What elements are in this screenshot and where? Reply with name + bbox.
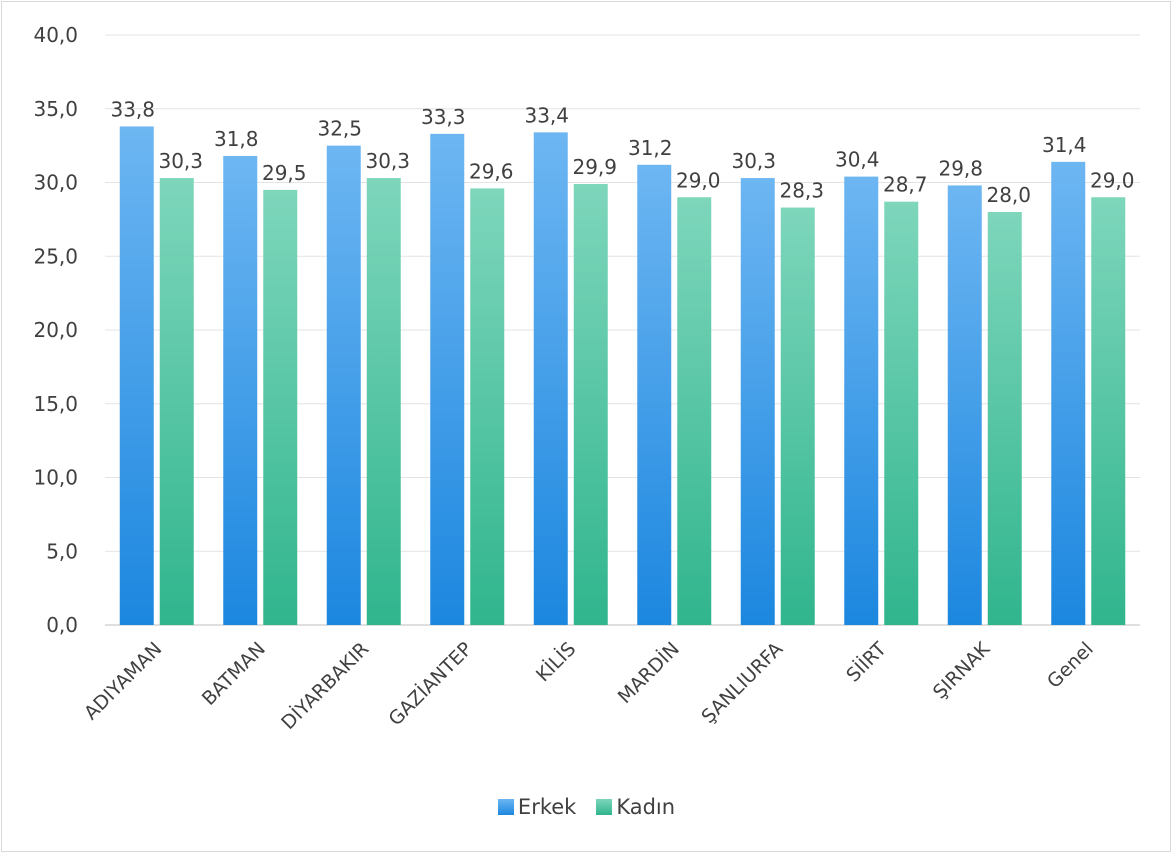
bar-erkek[interactable] bbox=[637, 164, 672, 626]
x-category-label: ADIYAMAN bbox=[80, 638, 166, 724]
data-label-kadin: 28,0 bbox=[986, 183, 1031, 207]
data-label-kadin: 30,3 bbox=[158, 149, 203, 173]
data-label-kadin: 28,7 bbox=[883, 173, 928, 197]
y-tick-label: 0,0 bbox=[46, 613, 78, 637]
data-label-erkek: 29,8 bbox=[938, 156, 983, 180]
y-tick-label: 10,0 bbox=[33, 466, 78, 490]
x-category-label: BATMAN bbox=[198, 638, 270, 710]
x-category-label: KİLİS bbox=[531, 637, 580, 686]
y-tick-label: 30,0 bbox=[33, 171, 78, 195]
bar-erkek[interactable] bbox=[1051, 161, 1086, 625]
legend-label-kadin: Kadın bbox=[616, 795, 676, 819]
bar-kadin[interactable] bbox=[987, 212, 1022, 625]
bar-kadin[interactable] bbox=[366, 178, 401, 625]
data-label-kadin: 30,3 bbox=[365, 149, 410, 173]
y-tick-label: 20,0 bbox=[33, 318, 78, 342]
data-label-kadin: 29,9 bbox=[572, 155, 617, 179]
x-category-label: MARDİN bbox=[613, 637, 684, 708]
data-label-erkek: 32,5 bbox=[317, 117, 362, 141]
bar-erkek[interactable] bbox=[430, 133, 465, 625]
bar-kadin[interactable] bbox=[159, 178, 194, 625]
x-category-label: ŞANLIURFA bbox=[697, 638, 787, 728]
y-tick-label: 35,0 bbox=[33, 97, 78, 121]
bar-kadin[interactable] bbox=[677, 197, 712, 625]
y-tick-label: 25,0 bbox=[33, 244, 78, 268]
bar-kadin[interactable] bbox=[884, 201, 919, 626]
x-category-label: GAZİANTEP bbox=[384, 637, 477, 730]
data-label-kadin: 29,5 bbox=[262, 161, 307, 185]
bar-kadin[interactable] bbox=[780, 207, 815, 625]
data-label-kadin: 29,0 bbox=[1090, 168, 1135, 192]
x-category-label: SİİRT bbox=[841, 637, 891, 687]
data-label-erkek: 33,8 bbox=[110, 97, 155, 121]
data-label-erkek: 30,3 bbox=[731, 149, 776, 173]
bar-erkek[interactable] bbox=[740, 178, 775, 625]
data-label-erkek: 33,3 bbox=[421, 105, 466, 129]
bar-kadin[interactable] bbox=[470, 188, 505, 625]
bar-erkek[interactable] bbox=[844, 176, 879, 625]
x-category-label: DİYARBAKIR bbox=[277, 637, 374, 734]
bar-kadin[interactable] bbox=[263, 189, 298, 625]
legend-swatch-kadin bbox=[596, 799, 613, 815]
bar-erkek[interactable] bbox=[533, 132, 568, 625]
data-label-erkek: 31,2 bbox=[628, 136, 673, 160]
data-label-erkek: 33,4 bbox=[524, 103, 569, 127]
y-tick-label: 5,0 bbox=[46, 539, 78, 563]
bar-kadin[interactable] bbox=[1091, 197, 1126, 625]
y-tick-label: 15,0 bbox=[33, 392, 78, 416]
data-label-kadin: 28,3 bbox=[779, 179, 824, 203]
data-label-erkek: 30,4 bbox=[835, 148, 880, 172]
x-category-label: Genel bbox=[1043, 638, 1098, 693]
bar-erkek[interactable] bbox=[326, 145, 361, 625]
legend-swatch-erkek bbox=[497, 799, 514, 815]
legend-item-erkek[interactable]: Erkek bbox=[497, 795, 577, 819]
gridlines bbox=[105, 34, 1140, 626]
x-axis: ADIYAMAN BATMAN DİYARBAKIR GAZİANTEP KİLİS MA… bbox=[80, 637, 1098, 734]
legend-item-kadin[interactable]: Kadın bbox=[596, 795, 675, 819]
x-category-label: ŞIRNAK bbox=[929, 638, 995, 704]
y-axis: 0,0 5,0 10,0 15,0 20,0 25,0 30,0 35,0 40,0 bbox=[33, 23, 78, 637]
bars bbox=[119, 126, 1126, 626]
bar-erkek[interactable] bbox=[223, 155, 258, 625]
data-label-erkek: 31,8 bbox=[214, 127, 259, 151]
legend-label-erkek: Erkek bbox=[517, 795, 577, 819]
bar-erkek[interactable] bbox=[947, 185, 982, 625]
data-label-kadin: 29,6 bbox=[469, 159, 514, 183]
bar-kadin[interactable] bbox=[573, 183, 608, 625]
legend: Erkek Kadın bbox=[0, 795, 1173, 819]
y-tick-label: 40,0 bbox=[33, 23, 78, 47]
data-label-kadin: 29,0 bbox=[676, 168, 721, 192]
bar-erkek[interactable] bbox=[119, 126, 154, 625]
data-labels: 33,830,331,829,532,530,333,329,633,429,9… bbox=[110, 97, 1134, 207]
data-label-erkek: 31,4 bbox=[1042, 133, 1087, 157]
